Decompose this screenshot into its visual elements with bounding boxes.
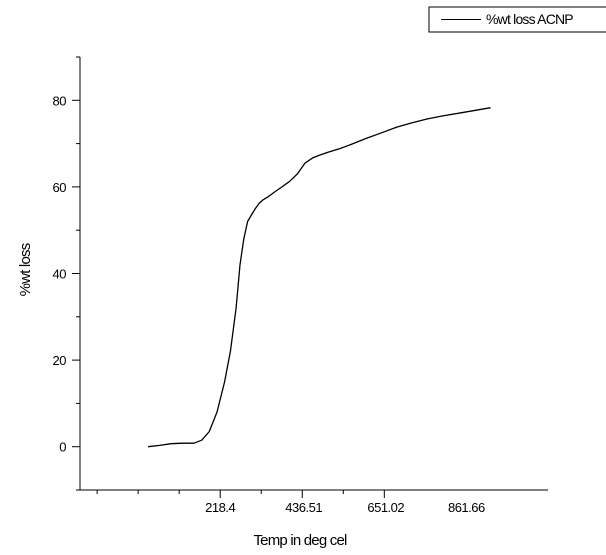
legend: %wt loss ACNP (428, 6, 606, 33)
x-tick-label: 861.66 (448, 500, 485, 515)
y-axis: 0 20 40 60 80 (53, 56, 81, 491)
y-tick-label: 0 (59, 440, 66, 455)
x-axis: 218.4 436.51 651.02 861.66 (80, 489, 548, 515)
x-axis-title: Temp in deg cel (253, 532, 347, 549)
y-tick-label: 40 (53, 267, 67, 282)
series-line (148, 107, 491, 448)
y-tick-label: 60 (53, 180, 67, 195)
plot-area (148, 107, 491, 448)
legend-label: %wt loss ACNP (486, 11, 573, 27)
x-tick-label: 651.02 (367, 500, 404, 515)
y-tick-label: 20 (53, 353, 67, 368)
x-tick-label: 218.4 (205, 500, 235, 515)
y-axis-title: %wt loss (17, 243, 34, 296)
y-tick-label: 80 (53, 93, 67, 108)
x-tick-label: 436.51 (285, 500, 322, 515)
